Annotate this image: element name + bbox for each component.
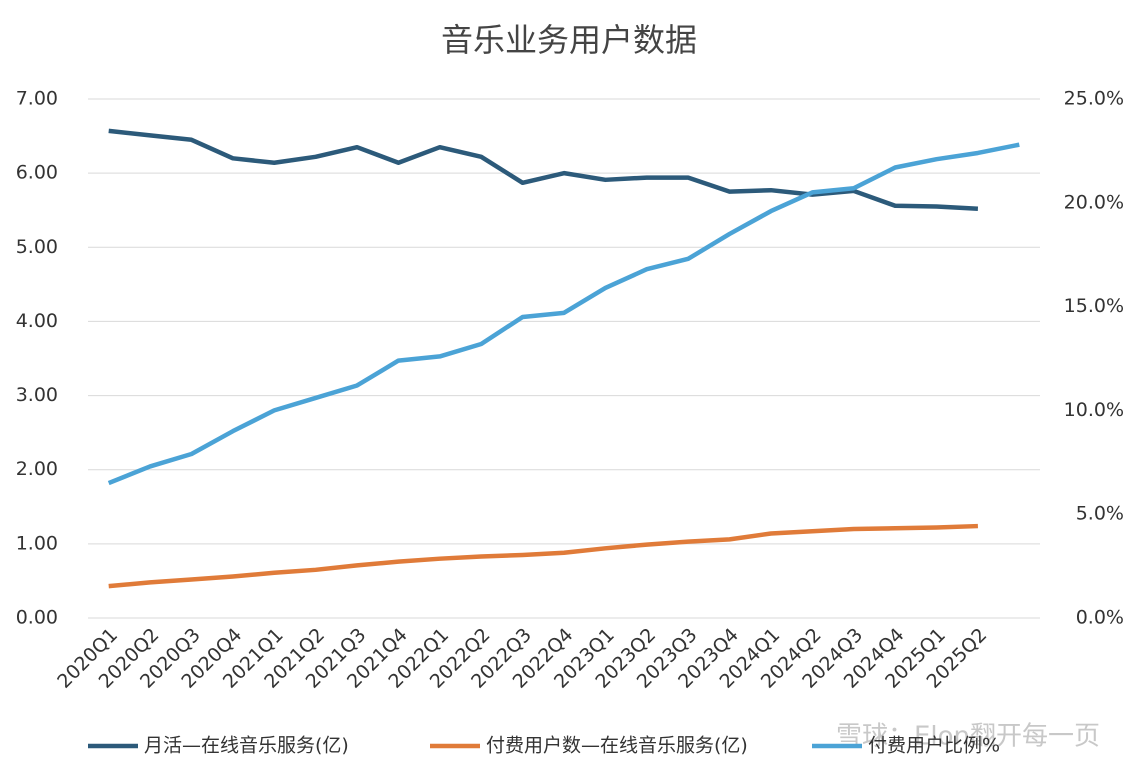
y-tick-label: 7.00 xyxy=(16,88,58,110)
chart-title: 音乐业务用户数据 xyxy=(441,21,697,59)
y2-tick-label: 5.0% xyxy=(1076,503,1124,525)
y2-tick-label: 10.0% xyxy=(1064,399,1124,421)
legend-label: 月活—在线音乐服务(亿) xyxy=(144,735,349,757)
series-line xyxy=(108,128,979,211)
y-tick-label: 6.00 xyxy=(16,162,58,184)
y-tick-label: 2.00 xyxy=(16,458,58,480)
legend-label: 付费用户数—在线音乐服务(亿) xyxy=(486,735,748,757)
series-line xyxy=(107,142,1020,486)
y-tick-label: 4.00 xyxy=(16,310,58,332)
watermark: 雪球：Elon翻开每一页 xyxy=(836,722,1100,752)
y2-tick-label: 25.0% xyxy=(1064,88,1124,110)
y-tick-label: 1.00 xyxy=(16,532,58,554)
y2-tick-label: 0.0% xyxy=(1076,607,1124,629)
legend-label: 付费用户比例% xyxy=(868,735,1000,757)
y-tick-label: 5.00 xyxy=(16,236,58,258)
series-line xyxy=(108,523,978,589)
y2-tick-label: 20.0% xyxy=(1064,191,1124,213)
y-tick-label: 0.00 xyxy=(16,607,58,629)
y-tick-label: 3.00 xyxy=(16,384,58,406)
y2-tick-label: 15.0% xyxy=(1064,295,1124,317)
